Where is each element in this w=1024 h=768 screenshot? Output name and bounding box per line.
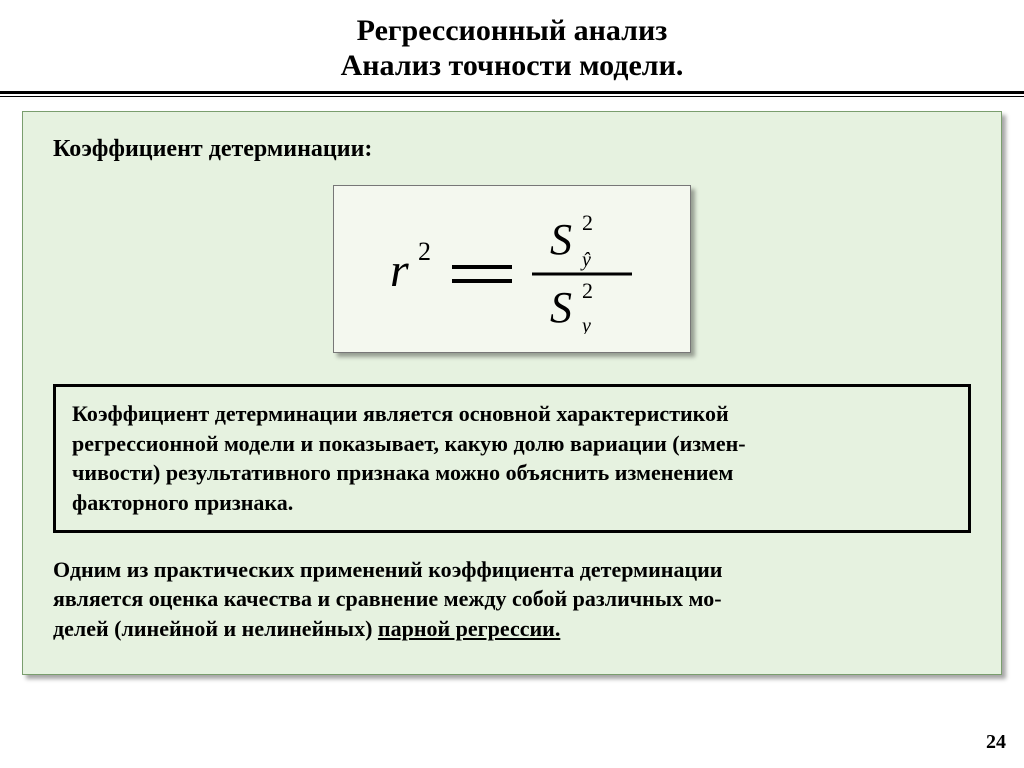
formula-svg: r 2 S 2 ŷ S 2 y xyxy=(372,204,652,334)
def-l1: Коэффициент детерминации является основн… xyxy=(72,401,729,426)
formula-box: r 2 S 2 ŷ S 2 y xyxy=(333,185,691,353)
formula-r: r xyxy=(390,244,409,297)
def-l3: чивости) результативного признака можно … xyxy=(72,460,733,485)
def-l4: факторного признака. xyxy=(72,490,293,515)
divider-thin xyxy=(0,96,1024,97)
app-l3a: делей (линейной и нелинейных) xyxy=(53,616,378,641)
application-text: Одним из практических применений коэффиц… xyxy=(53,555,971,644)
numer-sub: ŷ xyxy=(580,249,591,271)
denom-sub: y xyxy=(580,315,591,334)
definition-box: Коэффициент детерминации является основн… xyxy=(53,384,971,533)
denom-S: S xyxy=(550,283,572,332)
formula-container: r 2 S 2 ŷ S 2 y xyxy=(53,185,971,358)
app-l3u: парной регрессии. xyxy=(378,616,560,641)
page-number: 24 xyxy=(986,731,1006,754)
title-line-1: Регрессионный анализ xyxy=(0,14,1024,49)
divider-thick xyxy=(0,91,1024,94)
numer-S: S xyxy=(550,215,572,264)
slide-title: Регрессионный анализ Анализ точности мод… xyxy=(0,0,1024,83)
definition-text: Коэффициент детерминации является основн… xyxy=(72,399,952,518)
numer-sup: 2 xyxy=(582,210,593,235)
app-l2: является оценка качества и сравнение меж… xyxy=(53,586,722,611)
denom-sup: 2 xyxy=(582,278,593,303)
title-line-2: Анализ точности модели. xyxy=(0,49,1024,84)
content-panel: Коэффициент детерминации: r 2 S 2 ŷ xyxy=(22,111,1002,675)
def-l2: регрессионной модели и показывает, какую… xyxy=(72,431,746,456)
formula-r-sup: 2 xyxy=(418,237,431,266)
section-subtitle: Коэффициент детерминации: xyxy=(53,136,971,163)
app-l1: Одним из практических применений коэффиц… xyxy=(53,557,723,582)
